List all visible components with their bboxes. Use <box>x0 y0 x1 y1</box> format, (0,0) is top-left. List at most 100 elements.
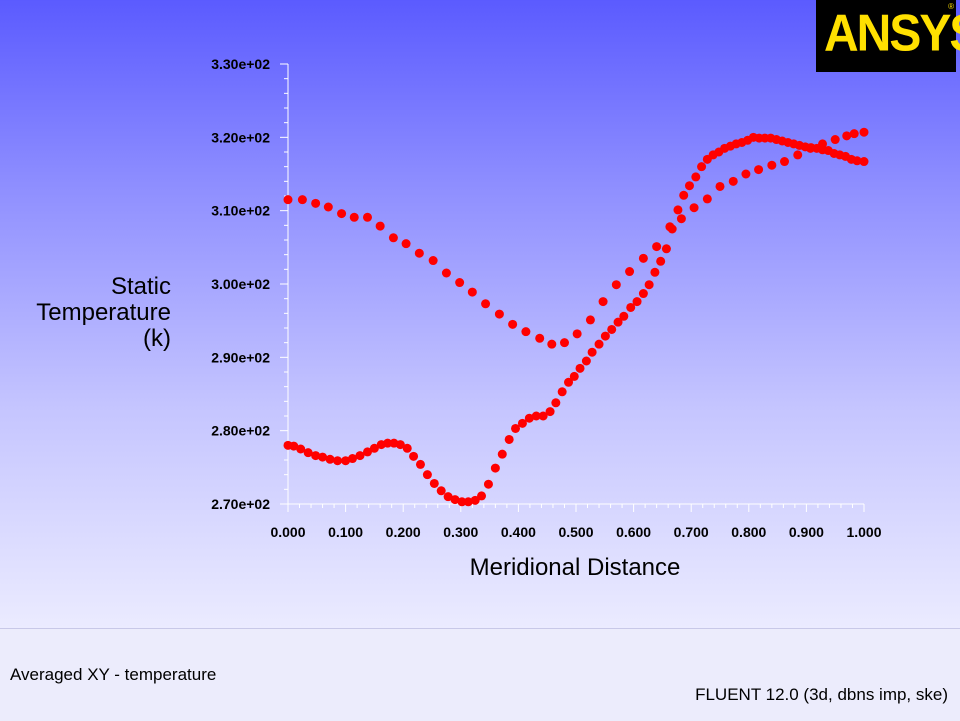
series-1-point <box>611 280 621 290</box>
series-2-point <box>395 440 405 450</box>
series-2-point <box>667 224 677 234</box>
series-1-point <box>283 195 293 205</box>
series-2-point <box>311 451 321 461</box>
series-2-point <box>619 311 629 321</box>
series-2-point <box>303 448 313 458</box>
series-1-point <box>388 233 398 243</box>
series-2-point <box>362 447 372 457</box>
series-1-point <box>638 253 648 263</box>
series-1-point <box>585 315 595 325</box>
series-1-point <box>702 194 712 204</box>
y-axis-title-line1: Static <box>111 273 171 300</box>
y-tick-label: 2.80e+02 <box>211 423 270 439</box>
series-2-point <box>569 371 579 381</box>
chart-axes <box>280 63 865 512</box>
series-2-point <box>477 491 487 501</box>
series-1-point <box>728 176 738 186</box>
series-2-point <box>673 205 683 215</box>
series-2-point <box>402 443 412 453</box>
series-2-point <box>383 438 393 448</box>
series-1-point <box>401 239 411 249</box>
series-2-point <box>504 434 514 444</box>
series-2-point <box>429 478 439 488</box>
series-1-point <box>572 329 582 339</box>
series-1-point <box>467 287 477 297</box>
series-2-point <box>369 443 379 453</box>
series-2-point <box>594 339 604 349</box>
series-1-point <box>535 333 545 343</box>
logo-registered-mark: ® <box>948 2 954 11</box>
series-1-point <box>323 202 333 212</box>
series-1-point <box>741 169 751 179</box>
series-2-point <box>587 347 597 357</box>
x-tick-label: 0.800 <box>731 524 766 540</box>
series-2-point <box>656 256 666 266</box>
series-1-point <box>441 268 451 278</box>
data-markers <box>283 127 869 507</box>
series-2-point <box>679 190 689 200</box>
y-axis-title-line3: (k) <box>143 325 171 352</box>
x-tick-labels: 0.000 0.100 0.200 0.300 0.400 0.500 0.600 0.700… <box>270 524 881 540</box>
y-axis-title-line2: Temperature <box>36 299 171 326</box>
series-2-point <box>545 407 555 417</box>
series-2-point <box>289 441 299 451</box>
series-2-point <box>333 456 343 466</box>
x-tick-label: 1.000 <box>846 524 881 540</box>
x-tick-label: 0.500 <box>558 524 593 540</box>
x-tick-label: 0.700 <box>674 524 709 540</box>
x-tick-label: 0.100 <box>328 524 363 540</box>
series-2-point <box>661 244 671 254</box>
y-tick-label: 2.70e+02 <box>211 496 270 512</box>
series-1-point <box>715 181 725 191</box>
series-2-point <box>483 479 493 489</box>
series-2-point <box>638 289 648 299</box>
series-1-point <box>455 278 465 288</box>
series-2-point <box>600 331 610 341</box>
y-tick-label: 3.00e+02 <box>211 276 270 292</box>
series-1-point <box>830 135 840 145</box>
series-1-point <box>849 129 859 139</box>
series-1-point <box>375 221 385 231</box>
series-1-point <box>481 299 491 309</box>
series-1-point <box>754 165 764 175</box>
series-2-point <box>341 456 351 466</box>
series-2-point <box>557 387 567 397</box>
series-1-point <box>652 242 662 252</box>
series-2-point <box>325 454 335 464</box>
series-1-point <box>547 339 557 349</box>
series-1-point <box>297 195 307 205</box>
series-1-point <box>780 157 790 167</box>
series-1-point <box>349 212 359 222</box>
series-2-point <box>511 423 521 433</box>
series-2-point <box>490 463 500 473</box>
series-2-point <box>607 324 617 334</box>
series-1-point <box>676 214 686 224</box>
plot-description: Averaged XY - temperature <box>10 665 217 684</box>
series-2-point <box>852 156 862 166</box>
series-2-point <box>409 451 419 461</box>
series-1-point <box>767 160 777 170</box>
ansys-logo: ANSYS ® <box>816 0 960 72</box>
series-2-point <box>613 317 623 327</box>
series-2-point <box>859 157 869 167</box>
y-tick-label: 2.90e+02 <box>211 349 270 365</box>
series-2-point <box>436 486 446 496</box>
series-2-point <box>443 492 453 502</box>
x-tick-label: 0.400 <box>501 524 536 540</box>
series-2-point <box>517 418 527 428</box>
x-tick-label: 0.600 <box>616 524 651 540</box>
series-2-point <box>318 452 328 462</box>
y-tick-labels: 2.70e+02 2.80e+02 2.90e+02 3.00e+02 3.10e+02… <box>211 56 270 512</box>
series-2-point <box>575 363 585 373</box>
series-1-point <box>689 203 699 213</box>
series-2-point <box>691 172 701 182</box>
solver-info: FLUENT 12.0 (3d, dbns imp, ske) <box>695 685 948 704</box>
x-tick-label: 0.300 <box>443 524 478 540</box>
series-1-point <box>508 319 518 329</box>
footer-panel: Averaged XY - temperature FLUENT 12.0 (3… <box>0 628 960 721</box>
x-tick-label: 0.000 <box>270 524 305 540</box>
series-2-point <box>457 497 467 507</box>
y-tick-label: 3.30e+02 <box>211 56 270 72</box>
series-2-point <box>531 411 541 421</box>
series-2-point <box>684 181 694 191</box>
